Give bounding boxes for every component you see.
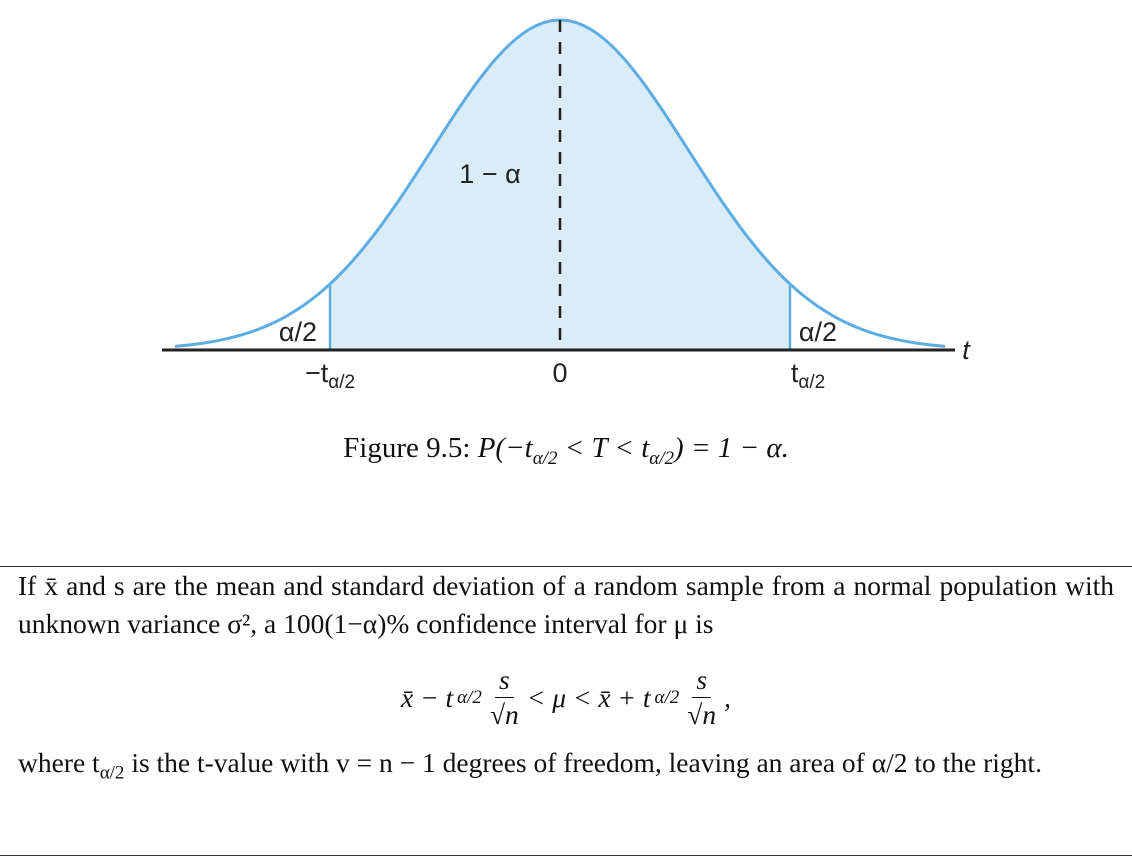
fraction: s √n <box>490 663 519 732</box>
center-label: 0 <box>552 358 567 388</box>
paragraph: If x̄ and s are the mean and standard de… <box>18 570 1114 639</box>
caption-sub: α/2 <box>532 447 558 469</box>
text-part: is the t-value with v = n − 1 degrees of… <box>124 747 1042 778</box>
left-crit-label: −tα/2 <box>305 358 355 393</box>
label-sub: α/2 <box>798 372 825 393</box>
label-sub: α/2 <box>328 372 355 393</box>
theorem-box: If x̄ and s are the mean and standard de… <box>0 566 1132 856</box>
fraction: s √n <box>687 663 716 732</box>
formula-sub: α/2 <box>457 686 482 708</box>
formula-part: x̄ − t <box>401 681 454 713</box>
label-main: −t <box>305 358 329 388</box>
formula-part: < μ < x̄ + t <box>526 681 651 713</box>
figure: 1 − α α/2 α/2 −tα/2 0 tα/2 t <box>162 18 971 393</box>
text-part: where t <box>18 747 100 778</box>
formula: x̄ − t α/2 s √n < μ < x̄ + t α/2 s √n, <box>18 663 1114 732</box>
denominator: √n <box>687 699 717 730</box>
formula-sub: α/2 <box>654 686 680 708</box>
right-tail-label: α/2 <box>799 317 837 347</box>
numerator: s <box>692 663 712 698</box>
caption-part: < T < t <box>557 432 650 464</box>
label-main: t <box>791 358 799 388</box>
caption-sub: α/2 <box>649 447 675 469</box>
denominator: √n <box>489 699 519 730</box>
axis-label: t <box>962 335 971 365</box>
right-crit-label: tα/2 <box>791 358 825 393</box>
left-tail-label: α/2 <box>279 317 317 347</box>
center-area-label: 1 − α <box>459 159 520 189</box>
caption-part: ) = 1 − α. <box>674 432 789 464</box>
text-sub: α/2 <box>99 762 125 784</box>
paragraph: where tα/2 is the t-value with v = n − 1… <box>18 744 1114 793</box>
caption: Figure 9.5: P(−tα/2 < T < tα/2) = 1 − α. <box>0 432 1132 470</box>
caption-prefix: Figure 9.5: <box>343 432 471 464</box>
formula-part: , <box>724 681 731 713</box>
caption-part: P(−t <box>477 432 533 464</box>
numerator: s <box>495 663 514 698</box>
